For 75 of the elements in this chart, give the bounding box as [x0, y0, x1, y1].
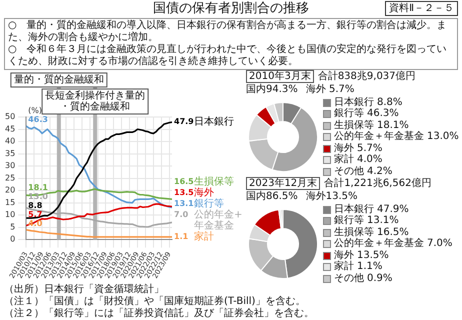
y-axis-title: (%): [28, 106, 42, 116]
ref-line-label: 長短金利操作付き量的・質的金融緩和: [45, 90, 146, 113]
text: 銀行等: [194, 198, 224, 210]
y-tick-label: 30: [4, 161, 16, 170]
data-label: 5.7: [28, 210, 42, 219]
data-label: 1.1%: [357, 261, 382, 273]
y-tick-label: 35: [4, 148, 16, 158]
data-label: 8.8%: [377, 96, 402, 108]
text: 838兆9,037億円: [338, 71, 416, 82]
legend-label: その他: [334, 272, 364, 285]
legend-label: 公的年金＋年金基金: [334, 238, 424, 250]
text: （注２）「銀行等」には「証券投資信託」及び「証券会社」を含む。: [4, 308, 314, 320]
legend-label: 公的年金＋年金基金: [334, 131, 424, 143]
data-label: 13.1: [174, 198, 194, 208]
y-tick-label: 5: [10, 222, 16, 232]
legend-label: その他: [334, 166, 364, 178]
text: 合計: [324, 178, 344, 189]
ref-line-label: 量的・質的金融緩和: [14, 74, 104, 86]
data-label: 8.8: [28, 200, 43, 210]
y-tick-label: 40: [4, 136, 16, 146]
data-label: 47.9: [174, 117, 194, 126]
chart-title: 2023年12月末: [246, 177, 320, 190]
data-label: 13.0%: [427, 131, 459, 144]
y-tick-label: 15: [4, 198, 16, 207]
data-label: 18.1%: [377, 120, 409, 131]
text: 国債の保有者別割合の推移: [153, 1, 309, 16]
legend-label: 銀行等: [334, 108, 364, 120]
data-label: 4.0%: [357, 154, 382, 166]
text: 家計: [194, 230, 214, 243]
y-tick-label: 0: [10, 234, 16, 244]
data-label: 13.5%: [357, 250, 389, 262]
legend-label: 日本銀行: [334, 96, 374, 108]
data-label: 7.0: [174, 210, 189, 219]
text: 公的年金+年金基金: [194, 208, 242, 232]
data-label: 13.5: [174, 188, 194, 197]
data-label: 16.5%: [377, 226, 409, 238]
data-label: 18.1: [28, 182, 48, 192]
data-label: 46.3%: [367, 108, 399, 120]
legend-label: 海外: [334, 142, 354, 154]
text: ○ 量的・質的金融緩和の導入以降、日本銀行の保有割合が高まる一方、銀行等の割合は減少。また、海外の割合も緩やかに増加。: [8, 20, 448, 44]
text: 国内94.3%: [246, 84, 298, 95]
data-label: 4.2%: [367, 166, 392, 178]
y-tick-label: 45: [4, 124, 16, 134]
text: （注１）「国債」は「財投債」や「国庫短期証券(T-Bill)」を含む。: [4, 296, 306, 308]
data-label: 7.0%: [427, 238, 452, 250]
data-label: 5.7%: [357, 142, 382, 154]
text: 国内86.5%: [246, 191, 298, 202]
text: 生損保等: [194, 176, 234, 188]
chart-title: 2010年3月末: [246, 70, 314, 83]
data-label: 0.9%: [367, 272, 392, 285]
text: （出所）日本銀行「資金循環統計」: [4, 284, 165, 296]
text: 日本銀行: [194, 116, 234, 128]
text: 1,221兆6,562億円: [344, 178, 432, 189]
text: 海外 5.7%: [306, 84, 354, 95]
y-tick-label: 10: [4, 210, 16, 220]
text: 海外13.5%: [306, 191, 358, 202]
text: 資料Ⅱ－２－５: [385, 1, 458, 16]
legend-label: 銀行等: [334, 215, 364, 226]
text: 海外: [194, 186, 214, 199]
legend-label: 生損保等: [334, 120, 374, 131]
y-tick-label: 20: [4, 186, 16, 195]
data-label: 47.9%: [377, 204, 409, 216]
legend-label: 海外: [334, 250, 354, 261]
data-label: 46.3: [28, 115, 48, 124]
legend-label: 生損保等: [334, 226, 374, 238]
text: ○ 令和６年３月には金融政策の見直しが行われた中で、今後とも国債の安定的な発行を図っていくため、財政に対する市場の信認を引き続き維持していく必要。: [8, 44, 448, 68]
y-tick-label: 25: [4, 173, 16, 182]
legend-label: 日本銀行: [334, 204, 374, 215]
data-label: 1.1: [174, 232, 189, 241]
y-tick-label: 50: [4, 112, 16, 122]
text: 合計: [318, 71, 338, 82]
data-label: 13.1%: [367, 215, 399, 227]
legend-label: 家計: [334, 261, 354, 274]
legend-label: 家計: [334, 154, 354, 166]
data-label: 16.5: [174, 176, 194, 186]
